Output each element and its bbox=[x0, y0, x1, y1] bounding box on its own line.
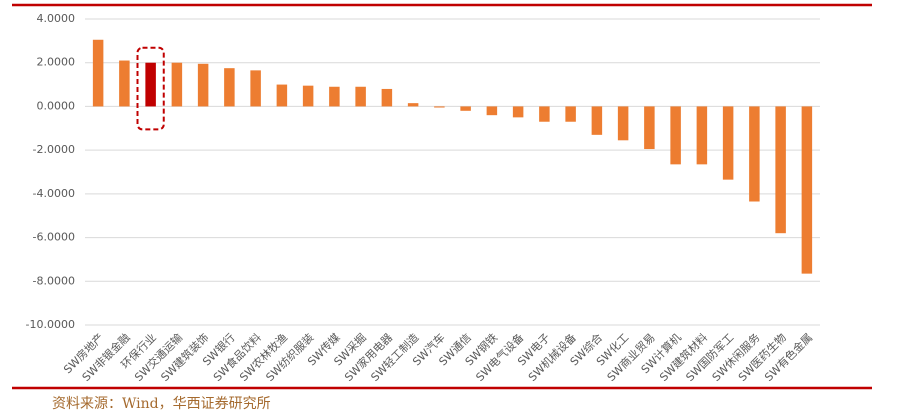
y-tick-label: -8.0000 bbox=[33, 274, 75, 287]
bar bbox=[197, 63, 209, 107]
bar bbox=[276, 84, 288, 107]
bar bbox=[617, 106, 629, 141]
y-tick-label: 4.0000 bbox=[37, 12, 76, 25]
source-note: 资料来源：Wind，华西证券研究所 bbox=[52, 396, 271, 412]
bar bbox=[171, 62, 183, 107]
bar bbox=[670, 106, 681, 165]
bar bbox=[329, 86, 340, 107]
bar bbox=[119, 60, 130, 107]
bar bbox=[565, 106, 576, 122]
bar bbox=[434, 106, 445, 108]
bar bbox=[722, 106, 734, 180]
bar bbox=[224, 68, 235, 107]
highlight-box bbox=[136, 46, 165, 131]
y-tick-label: -2.0000 bbox=[33, 143, 75, 156]
bar bbox=[801, 106, 813, 274]
bar bbox=[512, 106, 524, 118]
y-tick-label: 0.0000 bbox=[37, 99, 76, 112]
bar bbox=[145, 62, 156, 107]
y-tick-label: 2.0000 bbox=[37, 56, 76, 69]
bar bbox=[460, 106, 471, 111]
bar bbox=[644, 106, 655, 150]
bar bbox=[355, 86, 366, 107]
bar bbox=[539, 106, 550, 122]
y-tick-label: -10.0000 bbox=[26, 318, 75, 331]
bar bbox=[302, 85, 314, 107]
y-tick-label: -6.0000 bbox=[33, 231, 75, 244]
y-tick-label: -4.0000 bbox=[33, 187, 75, 200]
bar bbox=[92, 39, 104, 107]
bar bbox=[407, 103, 419, 107]
bar bbox=[486, 106, 498, 116]
bar bbox=[381, 88, 393, 107]
bar bbox=[775, 106, 786, 234]
bar bbox=[696, 106, 708, 165]
bar bbox=[591, 106, 603, 135]
bar bbox=[749, 106, 760, 202]
bar bbox=[250, 70, 261, 107]
